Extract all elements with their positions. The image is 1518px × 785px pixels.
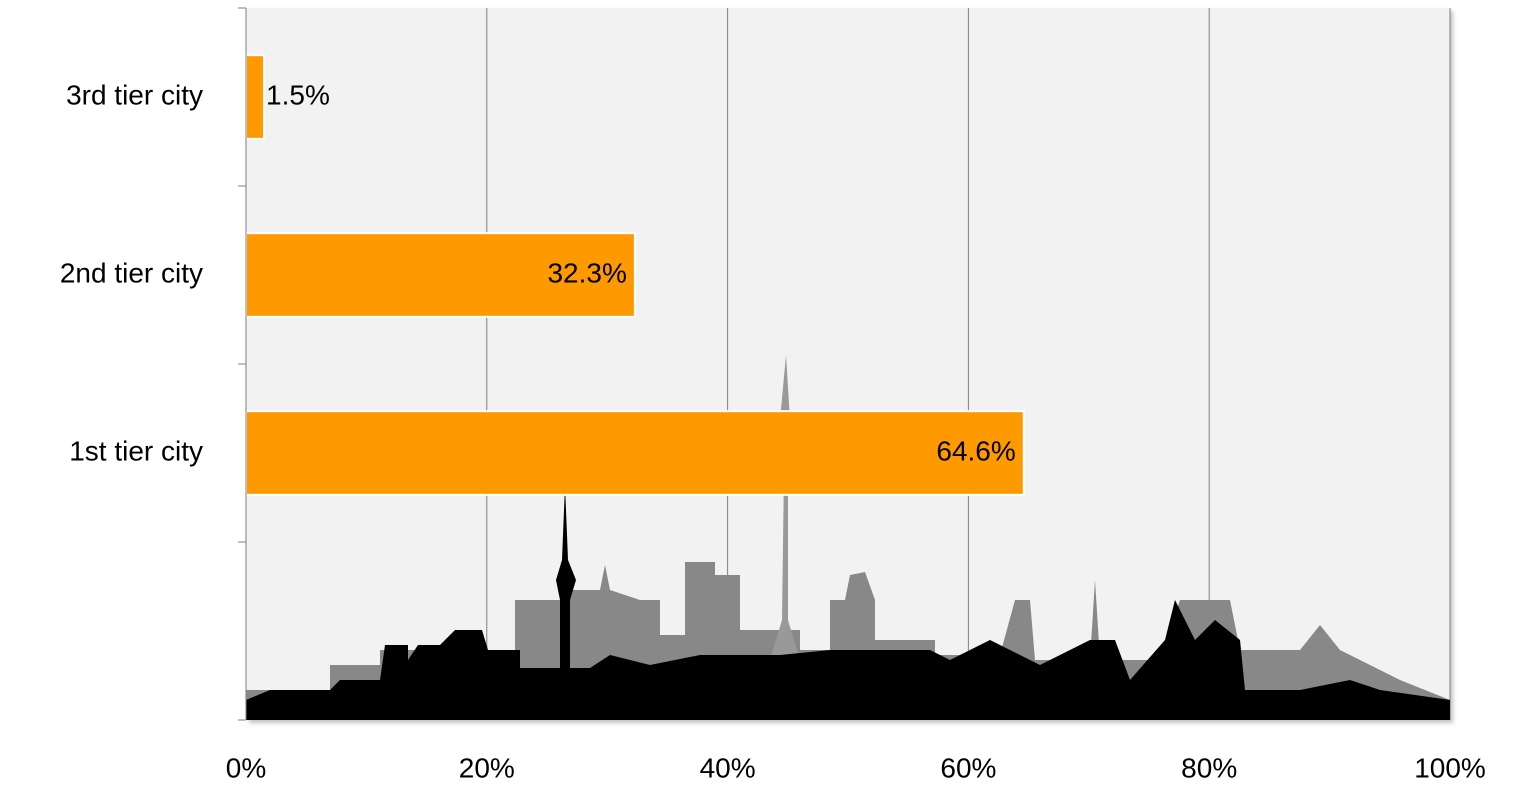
bar xyxy=(245,410,1025,496)
x-tick-label: 80% xyxy=(1181,752,1237,783)
x-tick-label: 60% xyxy=(940,752,996,783)
y-tick-label: 3rd tier city xyxy=(66,79,203,110)
value-label: 1.5% xyxy=(266,79,330,110)
x-tick-label: 0% xyxy=(226,752,266,783)
value-label: 64.6% xyxy=(936,435,1015,466)
y-tick-label: 1st tier city xyxy=(69,435,203,466)
bars: 1.5% 32.3% 64.6% xyxy=(245,54,1025,496)
value-label: 32.3% xyxy=(547,257,626,288)
x-tick-label: 40% xyxy=(700,752,756,783)
x-tick-label: 100% xyxy=(1414,752,1486,783)
bar xyxy=(245,54,266,140)
x-tick-label: 20% xyxy=(459,752,515,783)
y-tick-label: 2nd tier city xyxy=(60,257,203,288)
grid xyxy=(486,8,1451,720)
bar xyxy=(245,232,636,318)
